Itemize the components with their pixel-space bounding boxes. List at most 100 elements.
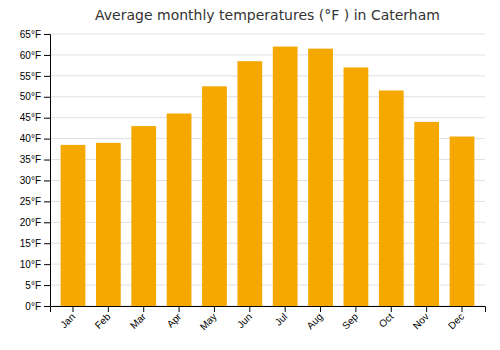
bar xyxy=(131,126,156,306)
y-tick-mark xyxy=(44,264,50,265)
x-tick-label: Apr xyxy=(165,310,184,329)
x-tick-mark xyxy=(285,306,286,312)
bar xyxy=(450,137,475,306)
y-tick-label: 30°F xyxy=(20,175,41,186)
y-tick: 20°F xyxy=(20,217,50,228)
x-tick-mark xyxy=(462,306,463,312)
grid-line xyxy=(50,117,485,118)
y-tick-label: 0°F xyxy=(25,301,41,312)
x-tick: Feb xyxy=(93,306,113,331)
x-tick-label: Oct xyxy=(377,311,396,330)
y-tick-label: 45°F xyxy=(20,112,41,123)
x-tick-label: Aug xyxy=(304,311,324,331)
x-tick: Apr xyxy=(165,306,184,330)
bar xyxy=(308,49,333,306)
grid-line xyxy=(50,75,485,76)
y-tick-mark xyxy=(44,285,50,286)
x-tick-label: Nov xyxy=(411,311,431,331)
x-tick: Aug xyxy=(304,306,324,331)
x-tick: Jul xyxy=(273,306,290,328)
y-tick: 50°F xyxy=(20,91,50,102)
x-tick: Dec xyxy=(446,306,466,331)
y-tick: 25°F xyxy=(20,196,50,207)
y-tick-label: 20°F xyxy=(20,217,41,228)
y-tick: 55°F xyxy=(20,71,50,82)
y-tick-mark xyxy=(44,97,50,98)
x-axis: Jan Feb Mar Apr May Jun Jul Aug Sep Oct Nov Dec xyxy=(51,306,486,332)
y-tick-label: 60°F xyxy=(20,50,41,61)
grid xyxy=(50,34,485,306)
y-tick-label: 35°F xyxy=(20,154,41,165)
y-tick-mark xyxy=(44,76,50,77)
y-tick-mark xyxy=(44,222,50,223)
x-tick: May xyxy=(198,306,219,332)
y-tick-label: 10°F xyxy=(20,259,41,270)
bar xyxy=(414,122,439,306)
y-tick: 10°F xyxy=(20,259,50,270)
y-tick-mark xyxy=(44,34,50,35)
x-tick-label: May xyxy=(198,311,219,332)
y-tick: 45°F xyxy=(20,112,50,123)
x-tick-label: Feb xyxy=(93,311,113,331)
bar xyxy=(202,86,227,306)
y-tick-mark xyxy=(44,139,50,140)
x-tick-label: Mar xyxy=(128,310,148,330)
bar xyxy=(273,47,298,306)
x-tick: Jan xyxy=(58,306,77,330)
y-tick: 30°F xyxy=(20,175,50,186)
y-tick-mark xyxy=(44,55,50,56)
x-tick: Oct xyxy=(377,306,396,330)
bar xyxy=(379,90,404,306)
y-tick-label: 40°F xyxy=(20,133,41,144)
y-tick: 0°F xyxy=(25,301,50,312)
x-tick-mark xyxy=(426,306,427,312)
title: Average monthly temperatures (°F ) in Ca… xyxy=(95,7,440,23)
x-axis-line xyxy=(51,307,486,313)
y-tick-label: 65°F xyxy=(20,29,41,40)
y-tick-mark xyxy=(44,118,50,119)
y-tick-mark xyxy=(44,180,50,181)
x-tick: Sep xyxy=(340,306,361,331)
y-tick-mark xyxy=(44,306,50,307)
x-tick-label: Dec xyxy=(446,311,466,331)
x-tick-label: Jun xyxy=(235,311,254,330)
y-tick-label: 15°F xyxy=(20,238,41,249)
x-tick: Mar xyxy=(128,306,148,331)
x-tick-mark xyxy=(355,306,356,312)
x-tick: Nov xyxy=(411,306,431,331)
x-tick-mark xyxy=(108,306,109,312)
y-tick: 60°F xyxy=(20,50,50,61)
bars xyxy=(61,47,475,306)
y-tick-mark xyxy=(44,160,50,161)
x-tick-label: Sep xyxy=(340,311,361,332)
x-tick-mark xyxy=(143,306,144,312)
bar xyxy=(344,67,369,306)
x-tick: Jun xyxy=(235,306,254,330)
y-tick-label: 25°F xyxy=(20,196,41,207)
grid-line xyxy=(50,54,485,55)
grid-line xyxy=(50,34,485,35)
y-axis-line xyxy=(44,35,51,307)
chart: 0°F 5°F 10°F 15°F 20°F 25°F 30°F 35°F 40°F 45°F 50… xyxy=(0,0,500,350)
bar xyxy=(237,61,262,306)
grid-line xyxy=(50,96,485,97)
x-tick-label: Jan xyxy=(58,311,77,330)
bar xyxy=(61,145,86,306)
bar xyxy=(96,143,121,306)
y-tick: 40°F xyxy=(20,133,50,144)
x-tick-label: Jul xyxy=(273,311,290,328)
x-tick-mark xyxy=(72,306,73,312)
y-tick: 35°F xyxy=(20,154,50,165)
x-tick-mark xyxy=(179,306,180,312)
y-tick: 5°F xyxy=(25,280,50,291)
y-tick-mark xyxy=(44,243,50,244)
y-tick-label: 5°F xyxy=(25,280,41,291)
x-tick-mark xyxy=(214,306,215,312)
y-tick-label: 50°F xyxy=(20,91,41,102)
x-tick-mark xyxy=(391,306,392,312)
y-tick-label: 55°F xyxy=(20,71,41,82)
y-tick: 15°F xyxy=(20,238,50,249)
bar xyxy=(167,114,192,306)
y-tick-mark xyxy=(44,201,50,202)
plot: 0°F 5°F 10°F 15°F 20°F 25°F 30°F 35°F 40°F 45°F 50… xyxy=(20,29,486,332)
